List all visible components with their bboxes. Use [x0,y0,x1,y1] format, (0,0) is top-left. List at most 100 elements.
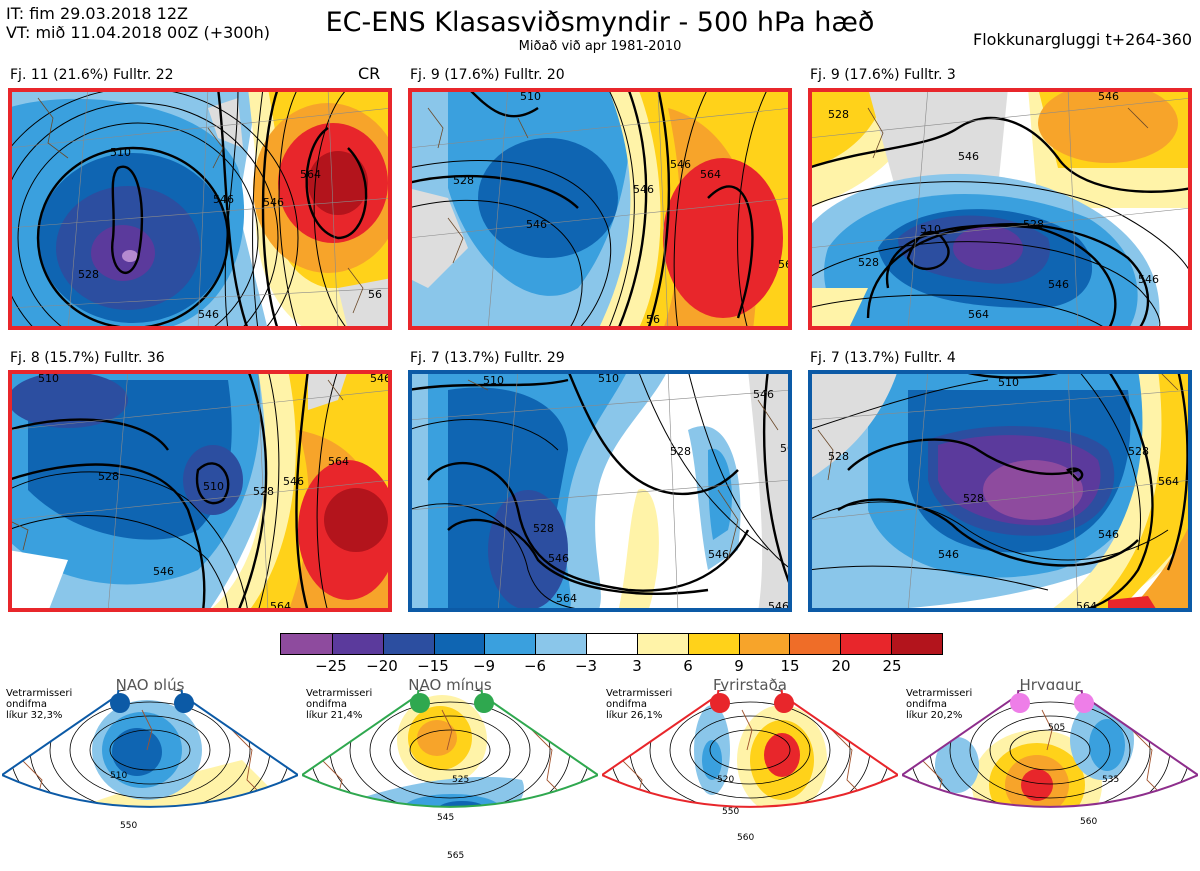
colorbar-swatch [891,634,942,654]
contour-label: 525 [452,775,469,785]
contour-label: 565 [447,851,464,861]
regime-note: ondifma [906,699,947,710]
colorbar-tick-label: −25 [315,657,347,675]
contour-label: 546 [213,193,234,206]
regime-marker-dot [1074,693,1094,713]
colorbar [280,633,943,655]
contour-label: 564 [556,592,577,605]
contour-label: 528 [98,470,119,483]
contour-label: 545 [437,813,454,823]
panel-frame [808,88,1192,330]
panel-4-label: Fj. 8 (15.7%) Fulltr. 36 [10,350,165,366]
cluster-map-3: 546 528 510 528 546 564 546 528 546 [808,88,1192,330]
run-info: IT: fim 29.03.2018 12Z VT: mið 11.04.201… [6,4,270,42]
panel-frame [8,88,392,330]
cluster-map-2: 510 528 546 546 564 56 546 564 [408,88,792,330]
panel-frame [408,88,792,330]
contour-label: 528 [533,522,554,535]
colorbar-tick-label: 3 [632,657,642,675]
colorbar-tick-label: −3 [574,657,598,675]
regime-marker-dot [474,693,494,713]
regime-probability: líkur 26,1% [606,710,663,721]
contour-label: 528 [858,256,879,269]
contour-label: 564 [700,168,721,181]
colorbar-swatch [535,634,587,654]
panel-1-label: Fj. 11 (21.6%) Fulltr. 22 [10,67,174,83]
cluster-map-1: 510 528 546 546 564 56 546 [8,88,392,330]
regime-marker-dot [174,693,194,713]
classification-window: Flokkunargluggi t+264-360 [973,30,1192,49]
regime-marker-dot [774,693,794,713]
contour-label: 546 [1098,90,1119,103]
valid-time: VT: mið 11.04.2018 00Z (+300h) [6,23,271,42]
regime-marker-dot [1010,693,1030,713]
contour-label: 546 [283,475,304,488]
panel-frame [408,370,792,612]
colorbar-swatch [331,634,383,654]
colorbar-swatch [687,634,739,654]
colorbar-swatch [840,634,892,654]
regime-note: Vetrarmisseri [606,688,673,699]
colorbar-tick-label: −20 [366,657,398,675]
contour-label: 520 [717,775,734,785]
colorbar-swatch [738,634,790,654]
contour-label: 528 [1128,445,1149,458]
contour-label: 546 [708,548,729,561]
colorbar-tick-label: 9 [734,657,744,675]
contour-label: 510 [598,372,619,385]
regime-map: 520 550 560 [602,690,898,843]
panel-2-label: Fj. 9 (17.6%) Fulltr. 20 [410,67,565,83]
cluster-map-6: 510 528 528 546 546 564 564 528 [808,370,1192,612]
regime-name: Hryggur [1019,676,1081,694]
panel-1-tag: CR [358,64,381,83]
colorbar-tick-label: 20 [831,657,851,675]
page-subtitle: Miðað við apr 1981-2010 [518,39,682,54]
panel-frame [8,370,392,612]
contour-label: 546 [526,218,547,231]
contour-label: 528 [78,268,99,281]
contour-label: 510 [38,372,59,385]
contour-label: 546 [1048,278,1069,291]
colorbar-swatch [382,634,434,654]
contour-label: 550 [120,821,137,831]
regime-map: 525 545 565 [302,690,598,861]
colorbar-swatch [281,634,332,654]
contour-label: 528 [670,445,691,458]
colorbar-swatch [433,634,485,654]
cluster-map-4: 510 528 510 528 546 546 564 564 546 [8,370,392,612]
contour-label: 510 [203,480,224,493]
contour-label: 546 [548,552,569,565]
regime-map: 510 550 [2,690,298,831]
contour-label: 56 [368,288,382,301]
contour-label: 528 [1023,218,1044,231]
contour-label: 546 [633,183,654,196]
contour-label: 535 [1102,775,1119,785]
contour-label: 560 [737,833,754,843]
contour-label: 528 [828,450,849,463]
regime-marker-dot [110,693,130,713]
panel-5-label: Fj. 7 (13.7%) Fulltr. 29 [410,350,565,366]
colorbar-tick-label: −6 [523,657,547,675]
contour-label: 564 [328,455,349,468]
contour-label: 546 [1138,273,1159,286]
contour-label: 546 [753,388,774,401]
contour-label: 564 [968,308,989,321]
regime-note: Vetrarmisseri [906,688,973,699]
regime-note: ondifma [306,699,347,710]
contour-label: 546 [198,308,219,321]
contour-label: 528 [453,174,474,187]
contour-label: 546 [670,158,691,171]
contour-label: 510 [998,376,1019,389]
regime-probability: líkur 32,3% [6,710,63,721]
contour-label: 546 [263,196,284,209]
contour-label: 546 [1098,528,1119,541]
colorbar-tick-label: 25 [882,657,902,675]
contour-label: 528 [253,485,274,498]
contour-label: 546 [153,565,174,578]
contour-label: 528 [963,492,984,505]
contour-label: 560 [1080,817,1097,827]
colorbar-swatch [484,634,536,654]
contour-label: 546 [938,548,959,561]
regime-note: ondifma [606,699,647,710]
panel-6-label: Fj. 7 (13.7%) Fulltr. 4 [810,350,956,366]
